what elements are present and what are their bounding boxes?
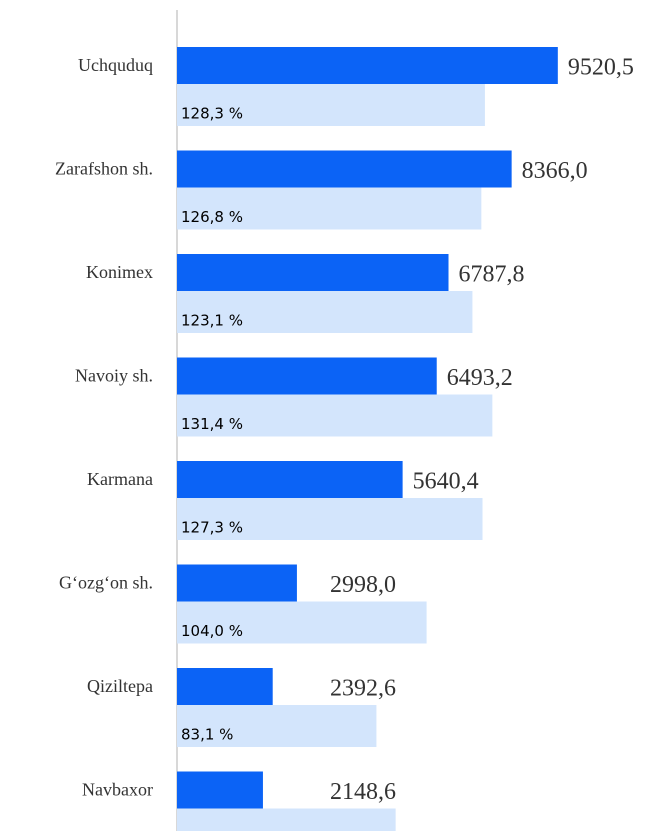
data-label: 2148,6 (330, 779, 396, 805)
data-label: 131,4 % (181, 415, 243, 433)
data-label: 6787,8 (459, 262, 525, 288)
bar (177, 705, 377, 747)
category-label: Qiziltepa (87, 676, 153, 696)
data-label: 2392,6 (330, 676, 396, 702)
bar (177, 47, 558, 84)
bar (177, 564, 297, 602)
category-label: Uchquduq (78, 55, 153, 75)
bar (177, 84, 485, 126)
category-label: G‘ozg‘on sh. (59, 573, 153, 593)
bar (177, 668, 273, 705)
bar (177, 187, 482, 230)
data-label: 2998,0 (330, 572, 396, 598)
bar (177, 601, 427, 644)
category-label: Navbaxor (82, 780, 153, 800)
data-label: 104,0 % (181, 622, 243, 640)
data-label: 9520,5 (568, 55, 634, 81)
category-label: Karmana (87, 469, 153, 489)
data-label: 91,1 % (181, 829, 233, 831)
data-label: 6493,2 (447, 365, 513, 391)
data-label: 127,3 % (181, 519, 243, 537)
data-label: 128,3 % (181, 105, 243, 123)
data-label: 5640,4 (413, 469, 479, 495)
bar (177, 808, 396, 831)
bar (177, 461, 403, 498)
category-label: Konimex (86, 262, 153, 282)
bar (177, 771, 263, 809)
bar (177, 150, 512, 188)
bar (177, 498, 483, 540)
category-label: Zarafshon sh. (55, 159, 153, 179)
data-label: 83,1 % (181, 726, 233, 744)
bar (177, 394, 493, 437)
bar (177, 254, 449, 291)
data-label: 8366,0 (522, 158, 588, 184)
bar (177, 291, 473, 333)
bar (177, 357, 437, 395)
data-label: 123,1 % (181, 312, 243, 330)
category-label: Navoiy sh. (75, 366, 153, 386)
data-label: 126,8 % (181, 208, 243, 226)
